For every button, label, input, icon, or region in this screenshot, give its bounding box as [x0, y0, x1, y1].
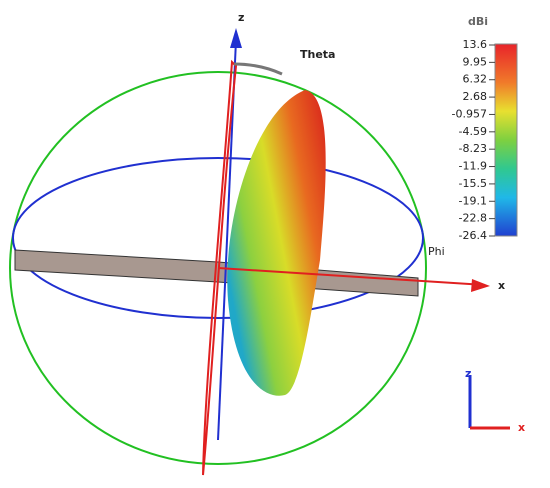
antenna-array	[14, 249, 419, 297]
axis-label: Theta	[300, 48, 335, 61]
colorbar-title: dBi	[468, 15, 488, 28]
axis-label: x	[498, 279, 505, 292]
triad-label: x	[518, 421, 525, 434]
colorbar-tick-label: -8.23	[459, 142, 487, 155]
axis-label: z	[238, 11, 244, 24]
radiation-lobe	[227, 90, 326, 396]
triad-label: z	[465, 367, 471, 380]
colorbar-tick-label: -15.5	[459, 177, 487, 190]
colorbar-tick-label: -22.8	[459, 212, 487, 225]
phi-circle	[12, 157, 424, 319]
colorbar-tick-label: 9.95	[463, 55, 488, 68]
theta-arrow	[233, 62, 283, 76]
colorbar-tick-label: 2.68	[463, 90, 488, 103]
colorbar-tick-label: 13.6	[463, 38, 488, 51]
colorbar-tick-label: -26.4	[459, 229, 487, 242]
colorbar-tick-label: -19.1	[459, 194, 487, 207]
theta-circle	[202, 59, 238, 476]
sphere-outline	[9, 71, 427, 465]
colorbar	[494, 43, 518, 237]
colorbar-tick-label: -0.957	[452, 107, 487, 120]
colorbar-tick-label: -11.9	[459, 160, 487, 173]
x-arrow	[471, 279, 490, 292]
z-arrow	[230, 28, 242, 48]
colorbar-tick-label: 6.32	[463, 73, 488, 86]
axis-label: Phi	[428, 245, 445, 258]
x-axis	[217, 267, 486, 286]
colorbar-tick-label: -4.59	[459, 125, 487, 138]
